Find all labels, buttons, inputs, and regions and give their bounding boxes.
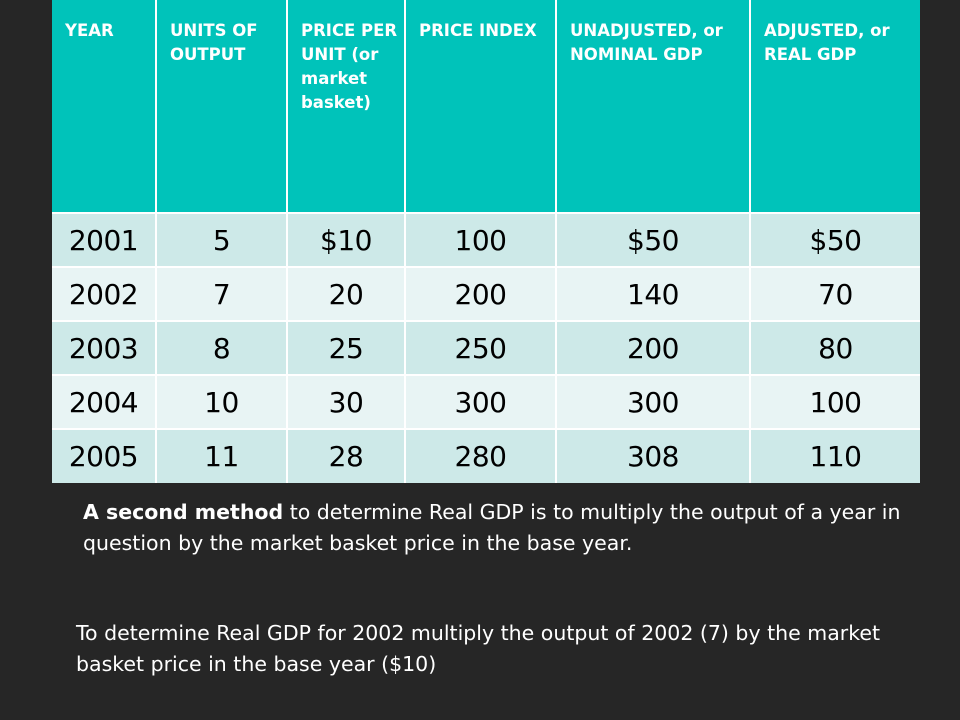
cell-index: 300	[404, 374, 557, 430]
header-price-per-unit: PRICE PER UNIT (or market basket)	[286, 0, 406, 214]
cell-index: 100	[404, 212, 557, 268]
cell-year: 2004	[52, 374, 157, 430]
table-row: 2003 8 25 250 200 80	[52, 320, 920, 376]
cell-price: $10	[286, 212, 406, 268]
second-method-bold: A second method	[83, 500, 284, 524]
cell-index: 200	[404, 266, 557, 322]
cell-index: 250	[404, 320, 557, 376]
cell-units: 7	[155, 266, 288, 322]
header-real-gdp: ADJUSTED, or REAL GDP	[749, 0, 920, 214]
cell-units: 8	[155, 320, 288, 376]
table-row: 2004 10 30 300 300 100	[52, 374, 920, 430]
table-row: 2001 5 $10 100 $50 $50	[52, 212, 920, 268]
cell-real: 100	[749, 374, 920, 430]
cell-price: 25	[286, 320, 406, 376]
cell-real: 70	[749, 266, 920, 322]
table-header-row: YEAR UNITS OF OUTPUT PRICE PER UNIT (or …	[52, 0, 920, 214]
cell-nominal: 308	[555, 428, 751, 483]
cell-year: 2001	[52, 212, 157, 268]
cell-nominal: $50	[555, 212, 751, 268]
cell-year: 2003	[52, 320, 157, 376]
cell-price: 20	[286, 266, 406, 322]
example-paragraph: To determine Real GDP for 2002 multiply …	[76, 621, 881, 676]
table-row: 2002 7 20 200 140 70	[52, 266, 920, 322]
header-nominal-gdp: UNADJUSTED, or NOMINAL GDP	[555, 0, 751, 214]
cell-units: 10	[155, 374, 288, 430]
cell-year: 2005	[52, 428, 157, 483]
cell-units: 5	[155, 212, 288, 268]
cell-price: 30	[286, 374, 406, 430]
gdp-table: YEAR UNITS OF OUTPUT PRICE PER UNIT (or …	[52, 0, 920, 483]
header-units-of-output: UNITS OF OUTPUT	[155, 0, 288, 214]
second-method-text: to determine Real GDP is to multiply the…	[83, 500, 901, 555]
cell-units: 11	[155, 428, 288, 483]
cell-price: 28	[286, 428, 406, 483]
cell-index: 280	[404, 428, 557, 483]
cell-real: $50	[749, 212, 920, 268]
header-year: YEAR	[52, 0, 157, 214]
cell-real: 110	[749, 428, 920, 483]
cell-nominal: 140	[555, 266, 751, 322]
table-row: 2005 11 28 280 308 110	[52, 428, 920, 483]
second-method-paragraph: A second method to determine Real GDP is…	[83, 497, 903, 559]
cell-real: 80	[749, 320, 920, 376]
header-price-index: PRICE INDEX	[404, 0, 557, 214]
cell-nominal: 200	[555, 320, 751, 376]
cell-nominal: 300	[555, 374, 751, 430]
cell-year: 2002	[52, 266, 157, 322]
